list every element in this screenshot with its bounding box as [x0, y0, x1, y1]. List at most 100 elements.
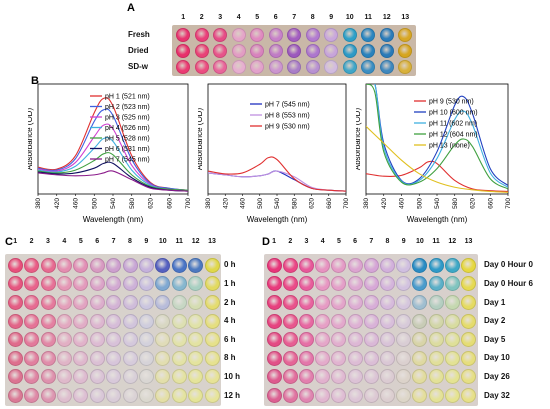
well	[7, 276, 23, 292]
well	[396, 276, 412, 292]
well	[412, 369, 428, 385]
well	[315, 388, 331, 403]
well-number-12: 12	[191, 238, 200, 245]
well	[188, 276, 204, 292]
row-label: Day 0 Hour 0	[484, 260, 533, 270]
well-number-7: 7	[369, 238, 374, 245]
legend-label: pH 7 (545 nm)	[265, 102, 310, 109]
well	[7, 388, 23, 403]
well-number-8: 8	[128, 238, 132, 245]
well	[122, 257, 138, 273]
well	[299, 257, 314, 273]
well	[24, 388, 40, 403]
well	[396, 257, 412, 273]
well	[461, 388, 476, 403]
absorbance-chart-ph9-13: 380 420 460 500 540 580 620 660 700 Wavelength (n…	[356, 83, 512, 224]
well	[315, 257, 331, 273]
well-number-7: 7	[111, 238, 116, 245]
well	[106, 388, 122, 403]
well	[56, 332, 72, 348]
well	[444, 257, 460, 273]
well	[428, 369, 444, 385]
x-tick-label: 620	[148, 198, 155, 209]
well-number-6: 6	[95, 238, 100, 245]
well-number-1: 1	[181, 14, 186, 21]
well	[122, 332, 138, 348]
series-line-3	[208, 156, 346, 192]
well	[361, 60, 376, 74]
well	[171, 276, 187, 292]
well	[396, 350, 412, 366]
well	[379, 28, 394, 42]
well	[363, 295, 379, 310]
well	[380, 388, 395, 403]
x-tick-label: 660	[166, 198, 173, 209]
well	[461, 350, 476, 366]
row-label: Day 2	[484, 316, 506, 326]
well	[73, 388, 89, 403]
well	[428, 295, 444, 310]
well-number-12: 12	[382, 14, 391, 21]
well	[7, 313, 23, 329]
well	[194, 28, 209, 42]
well	[315, 276, 331, 292]
well	[188, 313, 204, 329]
well	[282, 313, 298, 329]
x-tick-label: 660	[487, 198, 494, 209]
well	[40, 369, 56, 385]
well	[7, 295, 23, 310]
well	[40, 257, 56, 273]
well	[363, 388, 379, 403]
well	[347, 332, 363, 348]
well-number-4: 4	[320, 238, 325, 245]
well	[380, 276, 395, 292]
well	[379, 44, 394, 58]
well-number-8: 8	[385, 238, 390, 245]
well	[73, 313, 89, 329]
well	[315, 313, 331, 329]
well	[204, 388, 220, 403]
well	[412, 388, 428, 403]
well-number-12: 12	[448, 238, 457, 245]
legend-label: pH 13 (none)	[429, 143, 470, 150]
well	[266, 369, 282, 385]
x-tick-label: 620	[470, 198, 477, 209]
well	[266, 276, 282, 292]
well	[213, 28, 228, 42]
well	[56, 369, 72, 385]
row-label: Fresh	[128, 30, 150, 39]
well-number-10: 10	[345, 14, 354, 21]
well	[40, 276, 56, 292]
x-tick-label: 700	[343, 198, 350, 209]
x-tick-label: 500	[416, 198, 423, 209]
well	[324, 44, 339, 58]
well-number-3: 3	[218, 14, 223, 21]
well	[40, 388, 56, 403]
well	[266, 295, 282, 310]
series-line-5	[38, 152, 188, 191]
well	[347, 388, 363, 403]
well	[396, 332, 412, 348]
x-tick-label: 420	[381, 198, 388, 209]
well	[266, 313, 282, 329]
well	[412, 332, 428, 348]
well	[380, 369, 395, 385]
row-label: Day 0 Hour 6	[484, 278, 533, 288]
well	[188, 295, 204, 310]
well	[380, 332, 395, 348]
y-axis-label: Absorbance (OD)	[28, 108, 34, 171]
well	[412, 276, 428, 292]
x-tick-label: 460	[73, 198, 80, 209]
well-number-4: 4	[236, 14, 241, 21]
well	[287, 44, 302, 58]
legend-label: pH 7 (545 nm)	[105, 157, 150, 164]
well	[412, 350, 428, 366]
well	[347, 313, 363, 329]
row-label: Day 1	[484, 297, 506, 307]
legend-label: pH 11 (602 nm)	[429, 121, 477, 128]
well	[250, 28, 265, 42]
x-tick-label: 580	[452, 198, 459, 209]
legend-label: pH 4 (526 nm)	[105, 125, 150, 132]
well	[331, 350, 347, 366]
